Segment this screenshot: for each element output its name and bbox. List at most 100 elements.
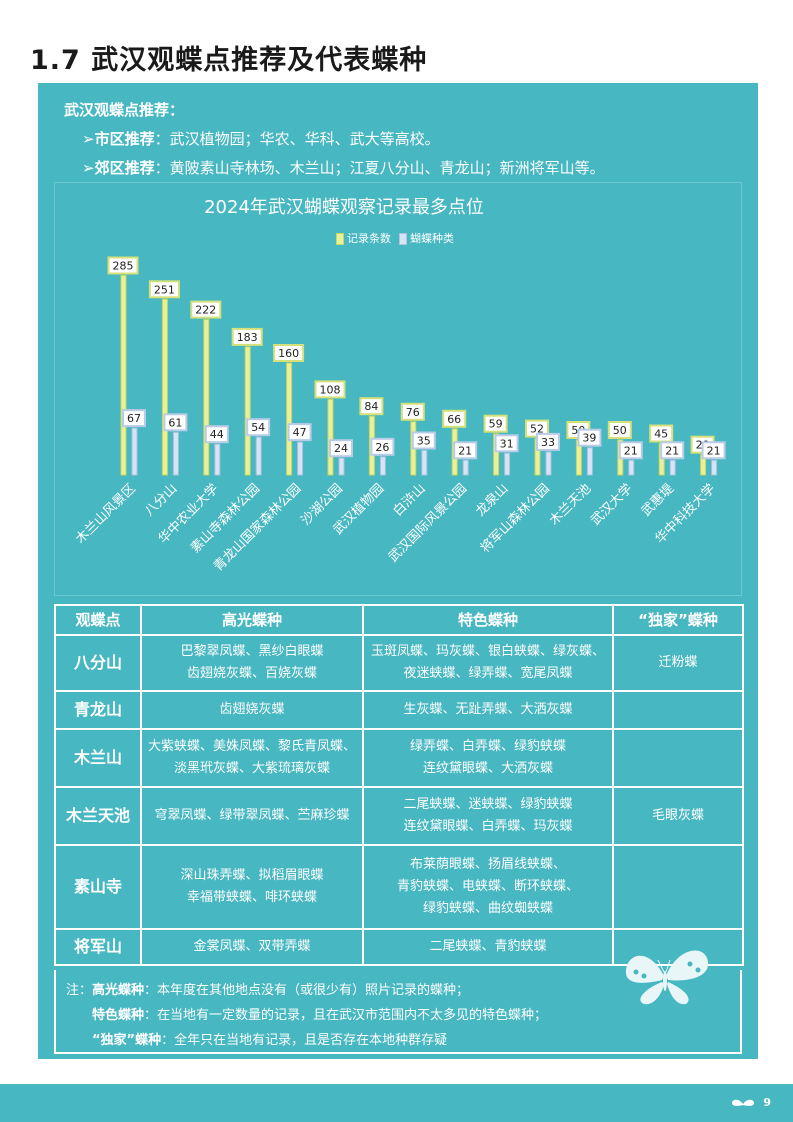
chart-title: 2024年武汉蝴蝶观察记录最多点位 — [204, 197, 484, 218]
suburb-text: ：黄陂素山寺林场、木兰山；江夏八分山、青龙山；新洲将军山等。 — [154, 159, 605, 177]
highlight-cell: 金裳凤蝶、双带弄蝶 — [140, 928, 364, 966]
bar-records — [161, 298, 168, 476]
site-cell: 木兰山 — [54, 728, 142, 788]
bar-records — [327, 398, 334, 476]
table-row: 八分山 巴黎翠凤蝶、黑纱白眼蝶 齿翅娆灰蝶、百娆灰蝶 玉斑凤蝶、玛灰蝶、银白蛱蝶、绿灰… — [54, 634, 744, 692]
arrow-icon: ➢ — [82, 159, 95, 177]
intro-heading: 武汉观蝶点推荐： — [64, 101, 185, 119]
bar-species — [338, 457, 345, 476]
column-header: 高光蝶种 — [140, 604, 364, 636]
site-cell-line: 八分山 — [73, 653, 122, 672]
footer-bar — [0, 1084, 793, 1122]
data-label-species: 44 — [210, 428, 224, 441]
data-label-species: 26 — [375, 441, 389, 454]
site-cell-line: 青龙山 — [73, 700, 122, 719]
data-label-records: 222 — [195, 304, 216, 317]
urban-recommendation: ➢市区推荐：武汉植物园；华农、华科、武大等高校。 — [64, 125, 605, 154]
data-label-species: 21 — [665, 444, 679, 457]
intro-section: 武汉观蝶点推荐： ➢市区推荐：武汉植物园；华农、华科、武大等高校。 ➢郊区推荐：… — [64, 96, 605, 183]
highlight-cell-line: 巴黎翠凤蝶、黑纱白眼蝶 — [180, 644, 324, 659]
data-label-records-box — [273, 344, 305, 362]
data-label-species-box — [122, 409, 146, 428]
highlight-cell: 穹翠凤蝶、绿带翠凤蝶、苎麻珍蝶 — [140, 786, 364, 846]
site-cell-line: 木兰天池 — [65, 806, 130, 825]
site-cell-line: 素山寺 — [73, 877, 122, 896]
data-label-records: 76 — [406, 406, 420, 419]
bar-species — [545, 451, 552, 476]
note-exclusive-text: ：全年只在当地有记录，且是否存在本地种群存疑 — [161, 1033, 448, 1048]
highlight-cell: 巴黎翠凤蝶、黑纱白眼蝶 齿翅娆灰蝶、百娆灰蝶 — [140, 634, 364, 692]
featured-cell-line: 二尾蛱蝶、青豹蛱蝶 — [429, 939, 547, 954]
data-label-records-box — [148, 280, 180, 299]
site-cell: 八分山 — [54, 634, 142, 692]
data-label-species: 33 — [541, 436, 555, 449]
exclusive-cell — [612, 728, 744, 788]
butterfly-table: 观蝶点 高光蝶种 特色蝶种 “独家”蝶种 八分山 巴黎翠凤蝶、黑纱白眼蝶 齿翅娆灰蝶、百娆… — [54, 604, 744, 966]
column-header: 特色蝶种 — [362, 604, 614, 636]
bar-records — [120, 275, 127, 476]
legend-species-label: 蝴蝶种类 — [410, 232, 454, 245]
featured-cell-line: 绿豹蛱蝶、曲纹蜘蛱蝶 — [422, 901, 553, 916]
data-label-species: 21 — [458, 444, 472, 457]
data-label-records-box — [231, 327, 263, 346]
category-label: 武汉国际风景公园 — [386, 481, 470, 565]
category-label: 木兰天池 — [547, 481, 594, 528]
data-label-species-box — [204, 425, 229, 444]
data-label-species-box — [701, 441, 726, 460]
data-label-records-box — [442, 409, 467, 428]
highlight-cell-line: 深山珠弄蝶、拟稻眉眼蝶 — [180, 868, 324, 883]
column-header: 观蝶点 — [54, 604, 142, 636]
highlight-cell-line: 齿翅娆灰蝶 — [219, 702, 285, 717]
highlight-cell-line: 幸福带蛱蝶、啡环蛱蝶 — [186, 890, 317, 905]
urban-label: 市区推荐 — [94, 130, 155, 148]
featured-cell-line: 二尾蛱蝶、迷蛱蝶、绿豹蛱蝶 — [403, 797, 573, 812]
category-label: 武惠堤 — [639, 481, 677, 519]
highlight-cell-line: 淡黑玳灰蝶、大紫琉璃灰蝶 — [173, 761, 330, 776]
featured-cell-line: 连纹黛眼蝶、大洒灰蝶 — [422, 761, 553, 776]
exclusive-cell: 毛眼灰蝶 — [612, 786, 744, 846]
note-featured-label: 特色蝶种 — [92, 1008, 145, 1023]
data-label-species: 61 — [168, 416, 182, 429]
category-label: 木兰山风景区 — [73, 481, 139, 547]
featured-cell: 二尾蛱蝶、迷蛱蝶、绿豹蛱蝶 连纹黛眼蝶、白弄蝶、玛灰蝶 — [362, 786, 614, 846]
data-label-species: 35 — [417, 435, 431, 448]
bar-species — [462, 459, 469, 476]
data-label-species-box — [494, 434, 519, 453]
bar-records — [244, 346, 251, 476]
note-highlight-label: 高光蝶种 — [92, 983, 145, 998]
data-label-records: 251 — [154, 283, 175, 296]
bar-species — [379, 456, 386, 476]
highlight-cell: 深山珠弄蝶、拟稻眉眼蝶 幸福带蛱蝶、啡环蛱蝶 — [140, 844, 364, 930]
bar-species — [628, 459, 635, 476]
bar-records — [493, 433, 500, 476]
data-label-records-box — [314, 380, 346, 399]
featured-cell: 绿弄蝶、白弄蝶、绿豹蛱蝶 连纹黛眼蝶、大洒灰蝶 — [362, 728, 614, 788]
featured-cell-line: 绿弄蝶、白弄蝶、绿豹蛱蝶 — [409, 739, 566, 754]
bar-species — [297, 441, 304, 476]
featured-cell-line: 连纹黛眼蝶、白弄蝶、玛灰蝶 — [403, 819, 573, 834]
highlight-cell: 大紫蛱蝶、美姝凤蝶、黎氏青凤蝶、 淡黑玳灰蝶、大紫琉璃灰蝶 — [140, 728, 364, 788]
data-label-records-box — [400, 402, 425, 421]
category-label: 八分山 — [142, 481, 180, 519]
bar-species — [255, 436, 262, 476]
data-label-species-box — [370, 437, 395, 456]
featured-cell-line: 玉斑凤蝶、玛灰蝶、银白蛱蝶、绿灰蝶、 — [370, 644, 605, 659]
data-label-species-box — [246, 418, 271, 437]
bar-species — [711, 459, 718, 476]
chart-frame — [54, 182, 742, 596]
page-title: 1.7 武汉观蝶点推荐及代表蝶种 — [30, 45, 428, 76]
exclusive-cell — [612, 844, 744, 930]
bar-species — [131, 427, 138, 476]
note-exclusive: “独家”蝶种：全年只在当地有记录，且是否存在本地种群存疑 — [66, 1028, 740, 1053]
table-row: 将军山 金裳凤蝶、双带弄蝶 二尾蛱蝶、青豹蛱蝶 — [54, 928, 744, 966]
site-cell: 素山寺 — [54, 844, 142, 930]
featured-cell: 玉斑凤蝶、玛灰蝶、银白蛱蝶、绿灰蝶、 夜迷蛱蝶、绿弄蝶、宽尾凤蝶 — [362, 634, 614, 692]
data-label-species-box — [536, 432, 560, 451]
highlight-cell-line: 大紫蛱蝶、美姝凤蝶、黎氏青凤蝶、 — [147, 739, 356, 754]
table-row: 青龙山 齿翅娆灰蝶 生灰蝶、无趾弄蝶、大洒灰蝶 — [54, 690, 744, 730]
data-label-species: 54 — [251, 421, 265, 434]
category-label: 龙泉山 — [473, 481, 512, 520]
highlight-cell-line: 齿翅娆灰蝶、百娆灰蝶 — [186, 666, 317, 681]
data-label-species: 67 — [127, 412, 141, 425]
highlight-cell-line: 穹翠凤蝶、绿带翠凤蝶、苎麻珍蝶 — [154, 808, 350, 823]
